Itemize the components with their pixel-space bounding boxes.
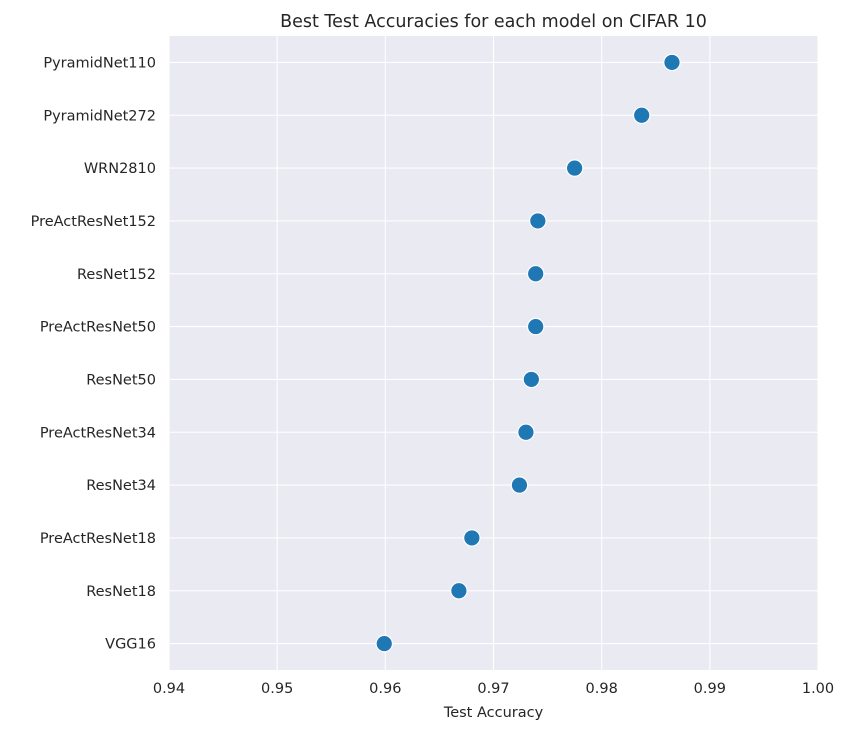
data-point: [450, 581, 468, 600]
chart-title: Best Test Accuracies for each model on C…: [280, 12, 707, 32]
x-tick-labels: 0.94 0.95 0.96 0.97 0.98 0.99 1.00: [153, 681, 834, 697]
data-point: [663, 53, 681, 72]
y-tick-label: WRN2810: [84, 161, 156, 177]
y-tick-label: PreActResNet152: [31, 214, 156, 230]
grid-lines: [168, 36, 819, 670]
y-tick-label: ResNet34: [86, 478, 156, 494]
x-tick-label: 0.94: [153, 681, 185, 697]
x-tick-label: 0.96: [369, 681, 401, 697]
x-tick-label: 0.97: [477, 681, 509, 697]
data-point: [526, 264, 545, 283]
y-tick-label: PreActResNet18: [40, 531, 156, 547]
y-tick-label: PyramidNet110: [43, 55, 156, 71]
y-tick-label: VGG16: [105, 637, 156, 653]
x-tick-label: 0.99: [694, 681, 726, 697]
data-point: [565, 159, 584, 177]
y-tick-label: PreActResNet50: [40, 320, 156, 336]
data-point: [375, 634, 394, 653]
data-point: [526, 317, 545, 336]
data-point: [529, 212, 547, 230]
y-tick-labels: PyramidNet110 PyramidNet272 WRN2810 PreActR…: [31, 55, 156, 652]
data-point: [632, 106, 651, 125]
data-point: [463, 529, 481, 547]
data-point: [522, 370, 541, 389]
x-axis-title: Test Accuracy: [443, 705, 544, 721]
x-tick-label: 1.00: [802, 681, 834, 697]
y-tick-label: ResNet152: [77, 267, 156, 283]
y-tick-label: PyramidNet272: [43, 108, 156, 124]
data-point: [517, 423, 535, 442]
data-points: [375, 53, 681, 653]
y-tick-label: ResNet50: [86, 372, 156, 388]
y-tick-label: PreActResNet34: [40, 425, 156, 441]
data-point: [510, 476, 529, 494]
x-tick-label: 0.98: [586, 681, 618, 697]
x-tick-label: 0.95: [261, 681, 293, 697]
y-tick-label: ResNet18: [86, 584, 156, 600]
